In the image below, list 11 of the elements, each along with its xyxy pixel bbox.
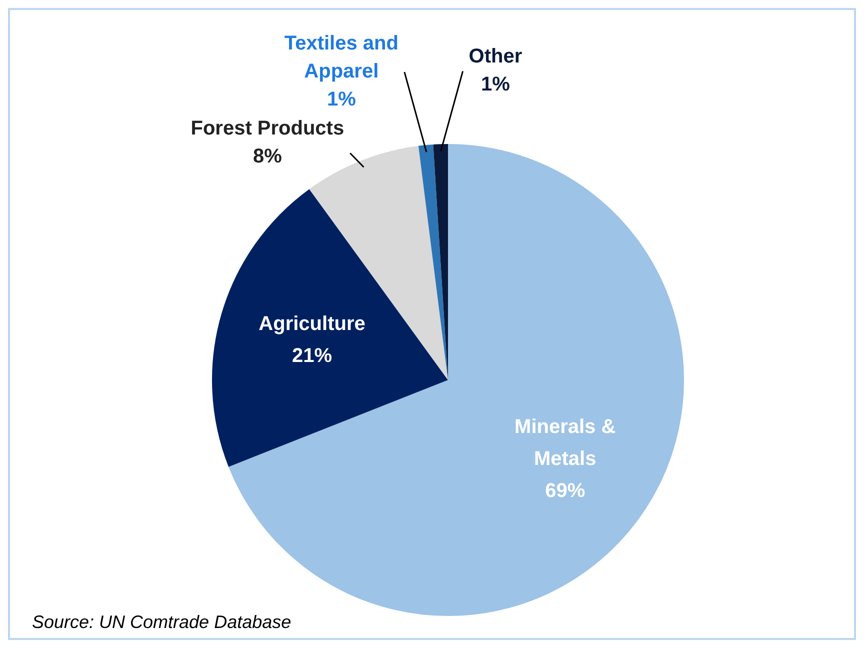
slice-label: Minerals & Metals — [514, 416, 616, 470]
source-note: Source: UN Comtrade Database — [32, 612, 292, 632]
data-label: 8% — [252, 146, 282, 168]
data-label: 1% — [481, 74, 510, 96]
data-label: 1% — [326, 88, 356, 111]
data-label: 21% — [292, 345, 332, 368]
data-label: 69% — [545, 480, 586, 502]
slice-label: Textiles and Apparel — [284, 32, 398, 83]
slice-label: Agriculture — [258, 313, 366, 336]
slice-label: Other — [468, 46, 522, 68]
slice-label: Forest Products — [190, 118, 344, 140]
